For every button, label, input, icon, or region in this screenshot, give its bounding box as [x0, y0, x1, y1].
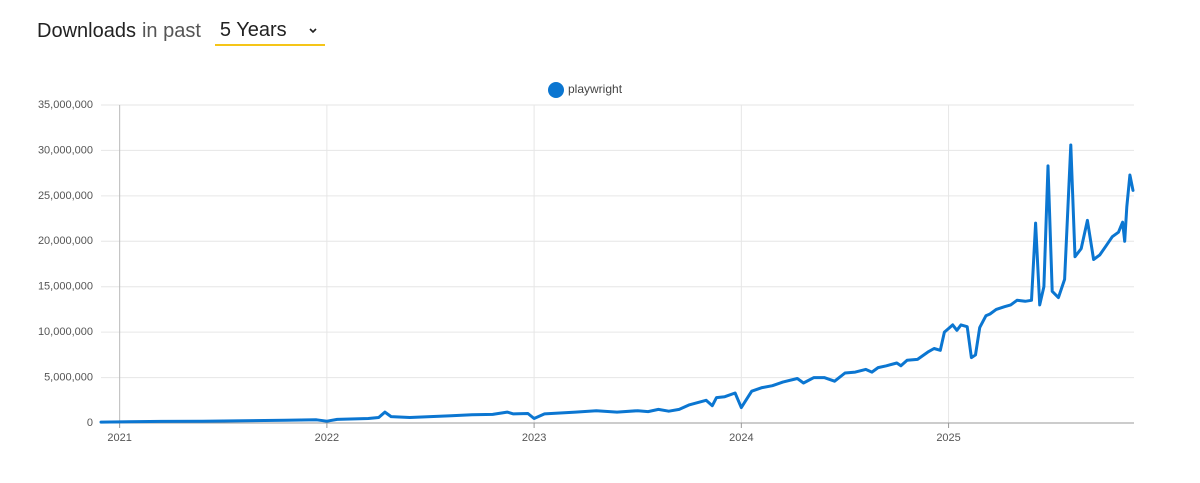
- y-tick-label: 20,000,000: [38, 235, 93, 247]
- y-tick-label: 35,000,000: [38, 99, 93, 111]
- period-value: 5 Years: [219, 18, 287, 41]
- header-title: Downloads: [37, 19, 136, 42]
- series-line: [99, 143, 1135, 424]
- y-tick-label: 0: [87, 417, 93, 429]
- y-tick-label: 25,000,000: [38, 190, 93, 202]
- header: Downloads in past 5 Years: [37, 16, 325, 46]
- x-tick-label: 2023: [522, 432, 546, 444]
- x-tick-label: 2021: [107, 432, 131, 444]
- y-tick-label: 15,000,000: [38, 281, 93, 293]
- x-tick-label: 2024: [729, 432, 753, 444]
- legend-label: playwright: [568, 82, 623, 96]
- x-tick-label: 2025: [936, 432, 960, 444]
- y-tick-label: 5,000,000: [44, 371, 93, 383]
- header-subtitle: in past: [141, 19, 201, 42]
- x-tick-label: 2022: [315, 432, 339, 444]
- period-select[interactable]: 5 Years: [214, 16, 325, 46]
- chevron: [309, 28, 317, 34]
- legend-marker: [548, 82, 564, 98]
- y-tick-label: 10,000,000: [38, 326, 93, 338]
- y-tick-label: 30,000,000: [38, 144, 93, 156]
